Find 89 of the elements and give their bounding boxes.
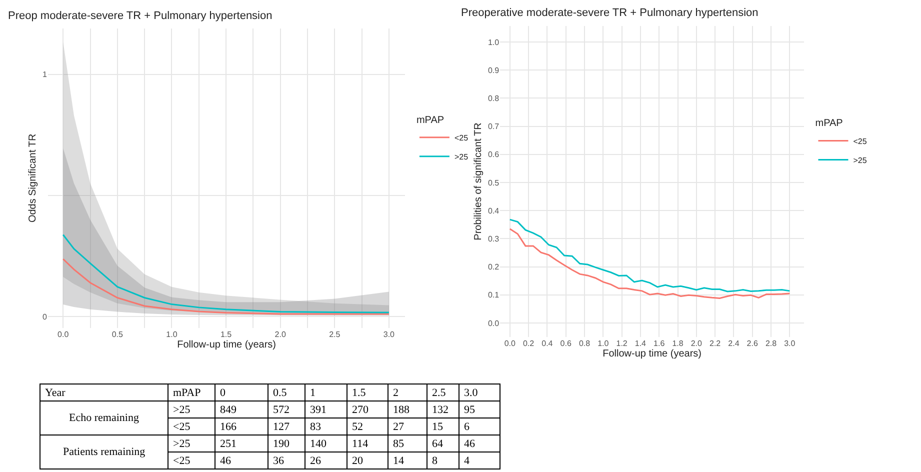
data-label: 251 [220, 438, 236, 450]
data-label: 849 [220, 404, 237, 416]
x-tick-label: 1.2 [616, 339, 628, 348]
x-tick-label: 1.8 [672, 339, 684, 348]
x-tick-label: 0.4 [542, 339, 554, 348]
data-label: 14 [393, 455, 404, 467]
y-tick-label: 0.7 [488, 122, 500, 132]
data-label: 132 [432, 404, 448, 416]
data-label: 36 [273, 455, 284, 467]
x-tick-label: 2.5 [329, 330, 341, 340]
x-tick-label: 0.0 [58, 330, 70, 340]
x-tick-label: 1.5 [352, 387, 366, 399]
y-axis-title: Odds Significant TR [27, 134, 38, 223]
y-tick-label: 1.0 [488, 38, 500, 47]
y-tick-label: >25 [173, 404, 191, 416]
legend-label: <25 [454, 134, 469, 143]
data-label: 114 [352, 438, 369, 450]
legend-label: >25 [454, 152, 469, 162]
x-tick-label: 1.5 [220, 330, 232, 340]
x-tick-label: 2.6 [746, 339, 758, 348]
x-tick-label: 3.0 [464, 387, 478, 399]
legend-title: mPAP [416, 114, 444, 126]
data-label: 572 [273, 404, 290, 416]
data-label: 4 [464, 455, 470, 467]
y-tick-label: 0.1 [488, 290, 500, 300]
y-tick-label: 0.6 [488, 150, 500, 160]
data-label: 127 [273, 421, 290, 433]
x-tick-label: 2.5 [432, 387, 446, 399]
x-tick-label: 1 [310, 387, 316, 399]
x-tick-label: 2.2 [710, 339, 722, 348]
x-tick-label: 0.0 [504, 339, 516, 348]
data-label: 46 [464, 438, 476, 450]
data-label: 83 [310, 421, 322, 433]
data-label: 188 [393, 404, 410, 416]
y-tick-label: 0.2 [488, 262, 500, 272]
legend-label: <25 [853, 136, 868, 146]
y-tick-label: <25 [173, 421, 191, 433]
x-tick-label: 0.6 [560, 339, 572, 348]
text: Echo remaining [69, 412, 140, 424]
text: mPAP [173, 387, 201, 399]
y-tick-label: 0.5 [488, 178, 500, 188]
data-label: 166 [220, 421, 237, 433]
data-label: 8 [432, 455, 438, 467]
data-label: 140 [310, 438, 327, 450]
x-tick-label: 2 [393, 387, 398, 399]
data-label: 20 [352, 455, 364, 467]
x-tick-label: 0 [220, 387, 226, 399]
x-tick-label: 2.0 [274, 330, 286, 340]
legend-title: mPAP [815, 118, 844, 130]
data-label: 95 [464, 404, 476, 416]
x-tick-label: 0.5 [112, 330, 124, 340]
y-tick-label: >25 [173, 438, 191, 450]
x-tick-label: 1.0 [598, 339, 610, 348]
data-label: 391 [310, 404, 326, 416]
x-tick-label: 2.0 [690, 339, 703, 348]
x-tick-label: 2.8 [765, 339, 778, 348]
y-tick-label: 0.0 [488, 318, 500, 328]
x-tick-label: 0.5 [273, 387, 288, 399]
y-tick-label: 0.4 [488, 206, 500, 216]
text: Patients remaining [63, 446, 146, 458]
y-tick-label: 0.3 [488, 234, 500, 244]
y-tick-label: 0.8 [488, 94, 500, 103]
y-tick-label: <25 [173, 455, 191, 467]
x-axis-title: Follow-up time (years) [602, 348, 702, 360]
data-label: 270 [352, 404, 369, 416]
x-axis-title: Follow-up time (years) [177, 340, 276, 351]
chart-title: Preop moderate-severe TR + Pulmonary hypertension [8, 10, 272, 22]
x-tick-label: 2.4 [728, 339, 740, 348]
x-tick-label: 3.0 [784, 339, 796, 348]
x-tick-label: 3.0 [383, 330, 396, 340]
x-tick-label: 1.4 [634, 339, 647, 348]
data-label: 27 [393, 421, 404, 433]
y-tick-label: 0.9 [488, 66, 500, 75]
x-tick-label: 1.6 [654, 339, 666, 348]
x-tick-label: 0.2 [522, 339, 535, 348]
data-label: 46 [220, 455, 232, 467]
data-label: 64 [432, 438, 444, 450]
text: Year [45, 387, 66, 399]
data-label: 85 [393, 438, 404, 450]
x-tick-label: 1.0 [166, 330, 178, 340]
x-tick-label: 0.8 [578, 339, 591, 348]
data-label: 6 [464, 421, 470, 433]
data-label: 52 [352, 421, 363, 433]
chart-title: Preoperative moderate-severe TR + Pulmonary hypertension [461, 7, 758, 19]
y-axis-title: Probilities of significant TR [472, 122, 484, 240]
data-label: 190 [273, 438, 290, 450]
data-label: 15 [432, 421, 444, 433]
legend-label: >25 [853, 156, 868, 165]
data-label: 26 [310, 455, 322, 467]
